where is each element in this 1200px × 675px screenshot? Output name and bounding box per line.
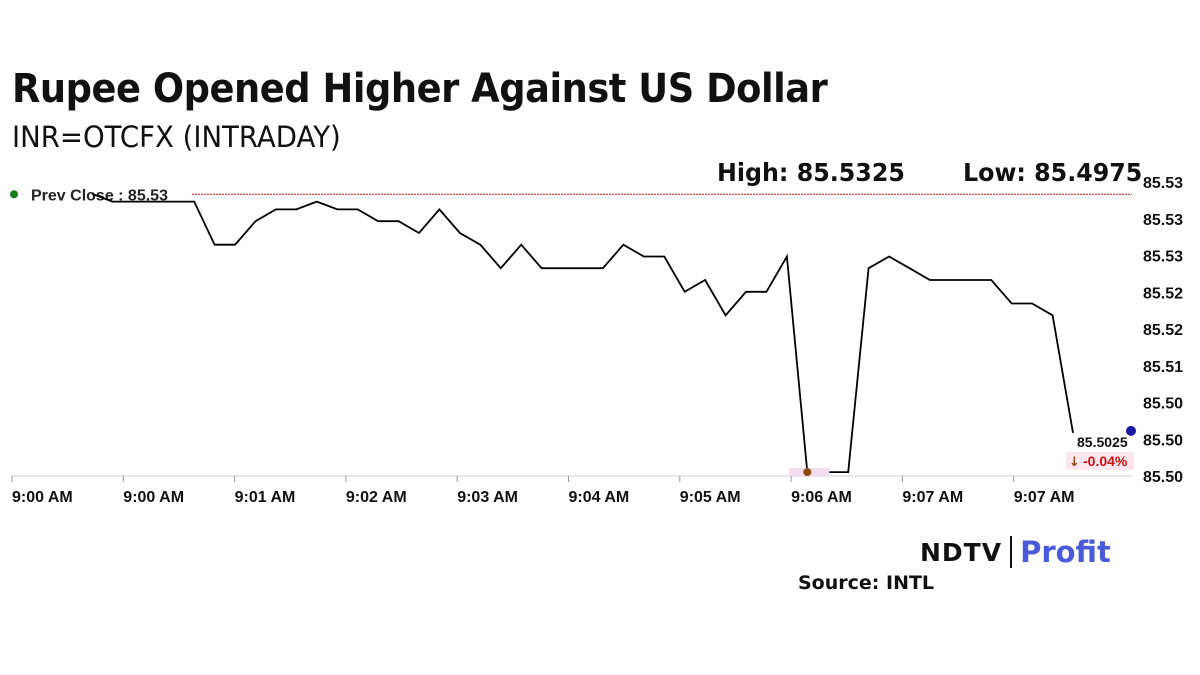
source-label: Source: INTL xyxy=(798,572,935,594)
high-value: High: 85.5325 xyxy=(717,158,905,187)
brand-logo: NDTV Profit xyxy=(920,535,1111,569)
low-value: Low: 85.4975 xyxy=(963,158,1143,187)
low-marker xyxy=(803,468,812,477)
y-tick-label: 85.53 xyxy=(1143,249,1183,266)
last-price-label: 85.5025 xyxy=(1077,434,1128,450)
x-tick-label: 9:03 AM xyxy=(457,489,518,506)
chart-title: Rupee Opened Higher Against US Dollar xyxy=(12,66,828,112)
price-line xyxy=(91,192,1074,474)
x-tick-label: 9:07 AM xyxy=(902,489,963,506)
x-tick-label: 9:02 AM xyxy=(346,489,407,506)
x-tick-label: 9:04 AM xyxy=(569,489,630,506)
y-tick-label: 85.53 xyxy=(1143,212,1183,229)
chart-subtitle: INR=OTCFX (INTRADAY) xyxy=(12,120,341,154)
y-tick-label: 85.52 xyxy=(1143,285,1183,302)
y-tick-label: 85.53 xyxy=(1143,175,1183,192)
down-arrow-icon: ↓ xyxy=(1069,455,1080,470)
brand-profit: Profit xyxy=(1020,535,1111,569)
x-tick-label: 9:05 AM xyxy=(680,489,741,506)
x-tick-label: 9:06 AM xyxy=(791,489,852,506)
brand-ndtv: NDTV xyxy=(920,537,1003,567)
brand-divider xyxy=(1010,536,1013,568)
x-tick-label: 9:00 AM xyxy=(123,489,184,506)
last-price-marker xyxy=(1126,425,1136,436)
x-tick-label: 9:01 AM xyxy=(235,489,296,506)
y-tick-label: 85.50 xyxy=(1143,396,1183,413)
x-tick-label: 9:07 AM xyxy=(1014,489,1075,506)
y-tick-label: 85.51 xyxy=(1143,359,1183,376)
y-tick-label: 85.50 xyxy=(1143,469,1183,486)
change-label: -0.04% xyxy=(1083,453,1128,469)
x-tick-label: 9:00 AM xyxy=(12,489,73,506)
y-tick-label: 85.50 xyxy=(1143,432,1183,449)
change-label-bg xyxy=(1066,451,1134,470)
prev-close-label-bg xyxy=(10,183,192,206)
prev-close-dot xyxy=(10,190,18,199)
y-tick-label: 85.52 xyxy=(1143,322,1183,339)
